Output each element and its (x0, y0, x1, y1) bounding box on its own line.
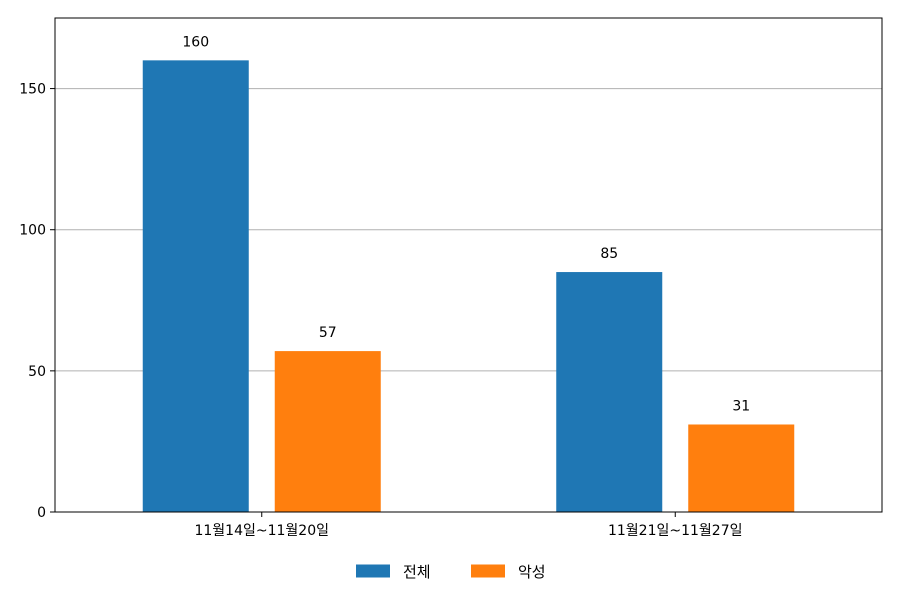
y-tick-label: 150 (19, 82, 46, 98)
x-tick-label: 11월21일~11월27일 (608, 523, 743, 539)
legend-label: 악성 (518, 563, 546, 581)
legend-swatch (356, 564, 390, 578)
bar-total (556, 272, 663, 512)
bar-value-label: 85 (600, 246, 618, 262)
legend-label: 전체 (403, 563, 431, 581)
legend-swatch (471, 564, 505, 578)
y-tick-label: 100 (19, 223, 46, 239)
y-tick-label: 0 (37, 505, 46, 521)
bar-malicious (274, 351, 381, 512)
bars (142, 60, 795, 512)
plot-frame (54, 17, 883, 513)
bar-total (142, 60, 249, 512)
bar-value-label: 57 (319, 325, 337, 341)
x-axis: 11월14일~11월20일 11월21일~11월27일 (194, 512, 743, 539)
y-tick-label: 50 (28, 364, 46, 380)
y-axis: 0 50 100 150 (19, 82, 55, 521)
bar-value-label: 160 (182, 34, 209, 50)
legend: 전체 악성 (356, 563, 546, 581)
data-labels: 160 57 85 31 (182, 34, 750, 414)
bar-malicious (688, 424, 795, 512)
bar-value-label: 31 (732, 398, 750, 414)
x-tick-label: 11월14일~11월20일 (194, 523, 329, 539)
